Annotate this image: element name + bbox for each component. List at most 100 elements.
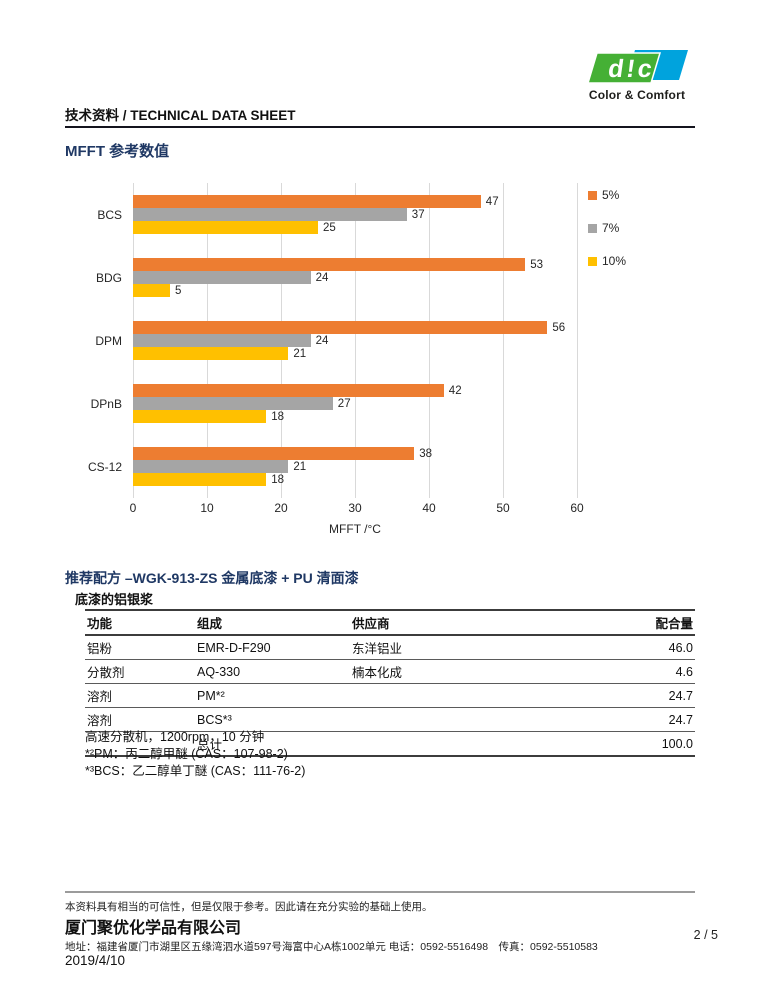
table-header-cell: 配合量 [560, 610, 695, 636]
legend-item: 5% [588, 188, 626, 202]
formula-notes: 高速分散机，1200rpm，10 分钟 *²PM：丙二醇甲醚 (CAS：107-… [85, 729, 305, 780]
chart-tick-label: 0 [129, 501, 137, 515]
dic-logo-letters: d!c [606, 55, 656, 83]
chart-bar-value: 25 [323, 221, 336, 234]
chart-bar-value: 18 [271, 410, 284, 423]
legend-label: 10% [602, 254, 627, 268]
legend-item: 10% [588, 254, 626, 268]
table-cell: BCS*³ [195, 707, 350, 732]
chart-bar-value: 56 [552, 321, 566, 334]
chart-bar [133, 221, 318, 234]
chart-category-label: DPnB [90, 396, 122, 411]
chart-category-row: DPM 56 24 21 [95, 309, 577, 372]
table-cell [350, 732, 560, 757]
table-header-cell: 功能 [85, 610, 195, 636]
chart-tick-label: 60 [570, 501, 584, 515]
chart-bar-value: 21 [293, 347, 307, 360]
table-cell: 24.7 [560, 683, 695, 708]
chart-bar [133, 195, 481, 208]
chart-bar [133, 384, 444, 397]
table-header-row: 功能 组成 供应商 配合量 [85, 610, 695, 636]
chart-category-label: DPM [95, 333, 122, 348]
table-row: 铝粉 EMR-D-F290 东洋铝业 46.0 [85, 635, 695, 660]
legend-swatch-icon [588, 190, 597, 200]
chart-category-label: BCS [97, 207, 122, 222]
chart-gridline [355, 183, 356, 498]
chart-tick-label: 20 [274, 501, 288, 515]
table-cell: PM*² [195, 683, 350, 708]
table-row: 溶剂 BCS*³ 24.7 [85, 707, 695, 732]
chart-gridline [429, 183, 430, 498]
chart-bar [133, 208, 407, 221]
chart-bar-value: 24 [315, 334, 329, 347]
table-cell: EMR-D-F290 [195, 635, 350, 660]
table-cell: 楠本化成 [350, 659, 560, 684]
chart-bar [133, 321, 548, 334]
chart-bar-value: 18 [271, 473, 284, 486]
table-cell: 46.0 [560, 635, 695, 660]
table-row: 分散剂 AQ-330 楠本化成 4.6 [85, 659, 695, 684]
table-cell [350, 683, 560, 708]
doc-date: 2019/4/10 [65, 953, 126, 968]
chart-bar-value: 37 [411, 208, 425, 221]
prep-note: 高速分散机，1200rpm，10 分钟 [85, 730, 265, 744]
table-cell [350, 707, 560, 732]
chart-bar-value: 24 [315, 271, 329, 284]
chart-bar-value: 5 [175, 284, 182, 297]
chart-category-row: BCS 47 37 25 [97, 183, 577, 246]
chart-category-row: CS-12 38 21 18 [88, 435, 577, 498]
chart-bar [133, 397, 333, 410]
table-cell: 分散剂 [85, 659, 195, 684]
chart-bar [133, 447, 415, 460]
chart-bar [133, 347, 289, 360]
table-cell: 铝粉 [85, 635, 195, 660]
legend-label: 7% [602, 221, 620, 235]
chart-plot-area: BCS 47 37 25 BDG 53 24 5 DPM 56 24 21 DPnB 42 27 18 CS-1… [88, 181, 584, 536]
footer-rule [65, 891, 695, 893]
chart-tick-label: 30 [348, 501, 362, 515]
legend-swatch-icon [588, 223, 597, 233]
chart-bar [133, 460, 289, 473]
section-title-mfft: MFFT 参考数值 [65, 143, 170, 160]
chart-bar-value: 21 [293, 460, 307, 473]
table-row: 溶剂 PM*² 24.7 [85, 683, 695, 708]
chart-category-label: CS-12 [87, 459, 122, 474]
chart-x-axis-label: MFFT /°C [329, 522, 381, 536]
table-cell: 24.7 [560, 707, 695, 732]
chart-bar-value: 47 [485, 195, 499, 208]
doc-title: 技术资料 / TECHNICAL DATA SHEET [65, 108, 296, 123]
chart-category-row: BDG 53 24 5 [96, 246, 577, 309]
table-cell: AQ-330 [195, 659, 350, 684]
disclaimer-text: 本资料具有相当的可信性，但是仅限于参考。因此请在充分实验的基础上使用。 [65, 901, 433, 913]
table-cell: 100.0 [661, 736, 693, 751]
chart-bar [133, 258, 526, 271]
chart-bar [133, 473, 267, 486]
logo-tagline: Color & Comfort [588, 88, 686, 102]
table-header-cell: 供应商 [350, 610, 560, 636]
company-name: 厦门聚优化学品有限公司 [65, 920, 242, 937]
chart-category-row: DPnB 42 27 18 [91, 372, 577, 435]
legend-item: 7% [588, 221, 626, 235]
footnote-bcs: *³BCS：乙二醇单丁醚 (CAS：111-76-2) [85, 764, 306, 778]
chart-tick-label: 10 [200, 501, 214, 515]
legend-label: 5% [602, 188, 620, 202]
chart-bar-value: 27 [337, 397, 351, 410]
table-cell: 东洋铝业 [350, 635, 560, 660]
formula-table: 功能 组成 供应商 配合量 铝粉 EMR-D-F290 东洋铝业 46.0 分散剂 AQ-330… [85, 609, 695, 757]
chart-bar-value: 53 [530, 258, 543, 271]
dic-logo: d!c Color & Comfort [586, 50, 688, 102]
dic-logo-icon: d!c [586, 50, 688, 84]
header-rule [65, 126, 695, 128]
chart-bar [133, 271, 311, 284]
chart-gridline [577, 183, 578, 498]
chart-bar [133, 410, 267, 423]
footnote-pm: *²PM：丙二醇甲醚 (CAS：107-98-2) [85, 747, 288, 761]
table-header-cell: 组成 [195, 610, 350, 636]
company-address: 地址：福建省厦门市湖里区五缘湾泗水道597号海富中心A栋1002单元 电话：05… [65, 941, 598, 953]
chart-gridline [503, 183, 504, 498]
chart-tick-label: 50 [496, 501, 510, 515]
page-number: 2 / 5 [693, 928, 718, 942]
legend-swatch-icon [588, 256, 597, 266]
chart-tick-label: 40 [422, 501, 436, 515]
